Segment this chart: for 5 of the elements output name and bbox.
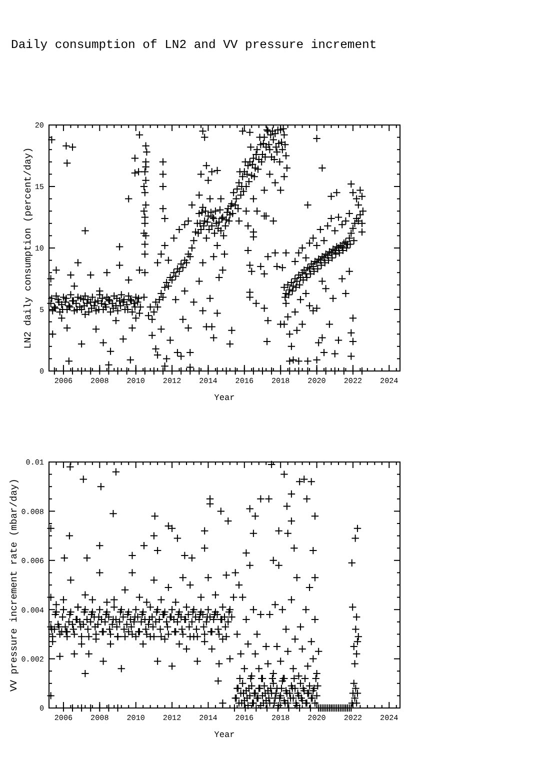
x-axis-title: Year [214,393,235,403]
chart-title: Daily consumption of LN2 and VV pressure increment [11,38,377,52]
x-axis-title: Year [214,730,235,740]
y-axis-title: LN2 daily consumption (percent/day) [22,147,34,349]
y-axis-title: VV pressure increment rate (mbar/day) [8,478,20,692]
